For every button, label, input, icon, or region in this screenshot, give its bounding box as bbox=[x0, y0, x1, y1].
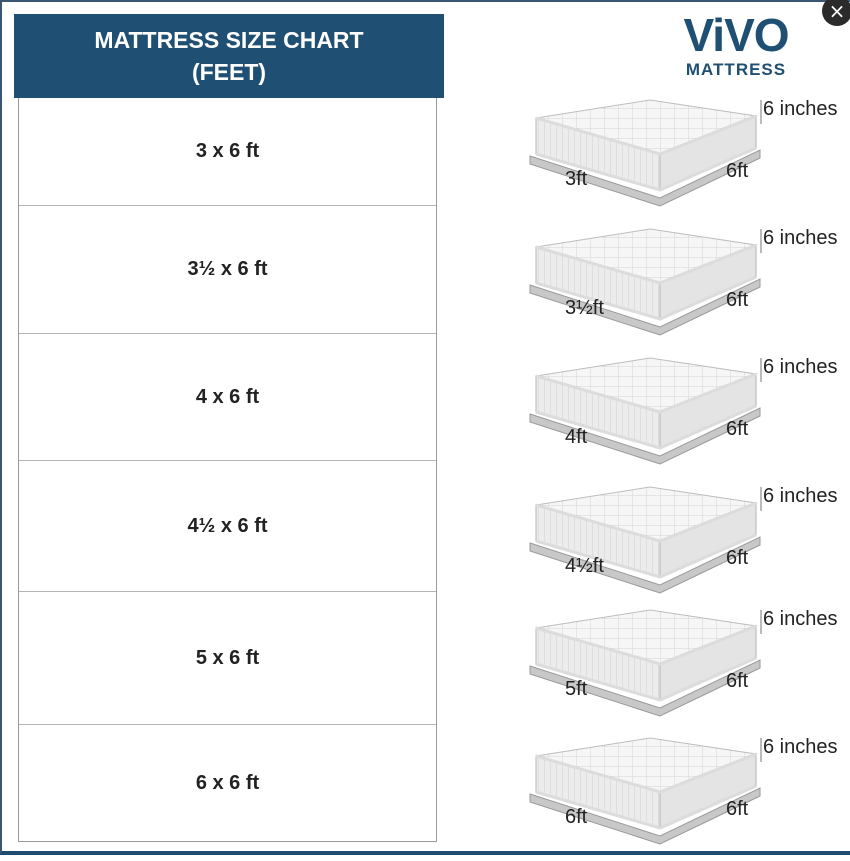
size-cell: 4 x 6 ft bbox=[195, 385, 260, 408]
mattress-illustration: 6 inches 3½ft 6ft bbox=[520, 227, 850, 352]
width-label: 3ft bbox=[565, 168, 588, 190]
size-table: 3 x 6 ft 3½ x 6 ft 4 x 6 ft 4½ x 6 ft 5 … bbox=[18, 98, 437, 842]
brand-logo: ViVO MATTRESS bbox=[676, 12, 796, 80]
logo-wordmark: ViVO bbox=[683, 9, 789, 61]
width-label: 4ft bbox=[565, 426, 588, 448]
table-row: 5 x 6 ft bbox=[19, 592, 436, 725]
length-label: 6ft bbox=[726, 670, 749, 692]
table-row: 3½ x 6 ft bbox=[19, 206, 436, 334]
table-row: 3 x 6 ft bbox=[19, 98, 436, 206]
chart-header: MATTRESS SIZE CHART (FEET) bbox=[14, 14, 444, 98]
height-label: 6 inches bbox=[763, 736, 838, 758]
size-cell: 3½ x 6 ft bbox=[187, 258, 268, 280]
width-label: 3½ft bbox=[565, 297, 604, 319]
size-cell: 5 x 6 ft bbox=[195, 646, 260, 669]
height-label: 6 inches bbox=[763, 485, 838, 507]
table-row: 4 x 6 ft bbox=[19, 334, 436, 461]
length-label: 6ft bbox=[726, 418, 749, 440]
length-label: 6ft bbox=[726, 547, 749, 569]
table-row: 4½ x 6 ft bbox=[19, 461, 436, 592]
length-label: 6ft bbox=[726, 289, 749, 311]
close-icon[interactable]: × bbox=[822, 0, 850, 26]
mattress-illustration: 6 inches 4ft 6ft bbox=[520, 356, 850, 481]
logo-subtitle: MATTRESS bbox=[685, 60, 787, 79]
width-label: 6ft bbox=[565, 806, 588, 828]
mattress-illustration: 6 inches 5ft 6ft bbox=[520, 608, 850, 733]
chart-title: MATTRESS SIZE CHART bbox=[94, 27, 364, 53]
mattress-illustration: 6 inches 6ft 6ft bbox=[520, 736, 850, 861]
height-label: 6 inches bbox=[763, 356, 838, 378]
height-label: 6 inches bbox=[763, 227, 838, 249]
size-cell: 6 x 6 ft bbox=[195, 771, 260, 794]
height-label: 6 inches bbox=[763, 608, 838, 630]
table-row: 6 x 6 ft bbox=[19, 725, 436, 841]
width-label: 4½ft bbox=[565, 555, 604, 577]
mattress-illustration: 6 inches 4½ft 6ft bbox=[520, 485, 850, 610]
width-label: 5ft bbox=[565, 678, 588, 700]
size-cell: 4½ x 6 ft bbox=[187, 514, 268, 537]
mattress-illustration: 6 inches 3ft 6ft bbox=[520, 98, 850, 223]
length-label: 6ft bbox=[726, 798, 749, 820]
chart-subtitle: (FEET) bbox=[191, 59, 267, 85]
height-label: 6 inches bbox=[763, 98, 838, 120]
size-cell: 3 x 6 ft bbox=[195, 140, 260, 162]
length-label: 6ft bbox=[726, 160, 749, 182]
